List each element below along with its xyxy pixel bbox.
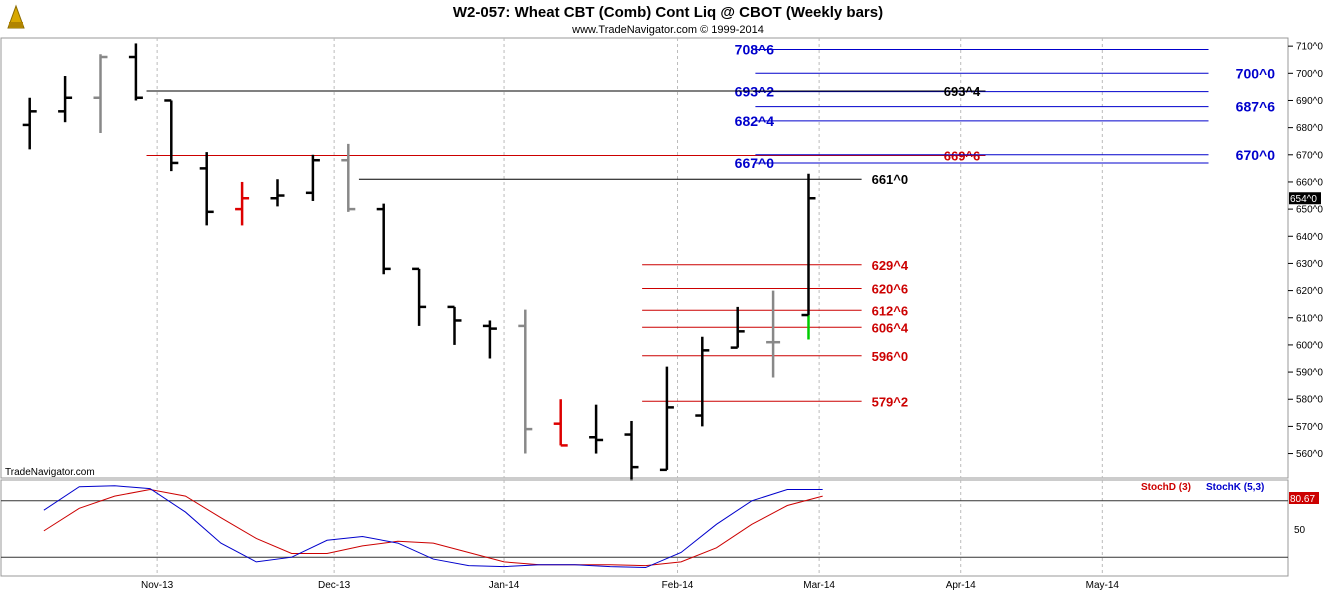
- stochastic-panel: StochD (3) StochK (5,3): [0, 479, 1289, 577]
- y-tick-label: 590^0: [1296, 368, 1323, 379]
- level-label: 693^2: [735, 84, 775, 100]
- price-bar: [235, 181, 250, 226]
- y-tick-label: 650^0: [1296, 205, 1323, 216]
- level-label: 661^0: [872, 172, 909, 187]
- price-bar: [589, 404, 604, 454]
- level-label: 579^2: [872, 394, 909, 409]
- price-bar: [553, 399, 568, 447]
- legend-stoch-k: StochK (5,3): [1206, 482, 1264, 493]
- y-tick-label: 710^0: [1296, 42, 1323, 53]
- x-tick-label: Dec-13: [318, 580, 351, 591]
- y-tick-label: 640^0: [1296, 232, 1323, 243]
- price-bar: [270, 179, 285, 207]
- level-label: 700^0: [1236, 65, 1276, 81]
- price-bar: [730, 306, 745, 349]
- stoch-last-badge: 80.67: [1289, 492, 1319, 505]
- level-label: 682^4: [735, 113, 775, 129]
- watermark: TradeNavigator.com: [5, 467, 95, 478]
- x-axis: Nov-13 Dec-13 Jan-14 Feb-14 Mar-14 Apr-14 May-…: [141, 580, 1119, 591]
- legend-stoch-d: StochD (3): [1141, 482, 1191, 493]
- stoch-last-label: 80.67: [1290, 494, 1315, 505]
- y-tick-label: 630^0: [1296, 259, 1323, 270]
- chart-subtitle: www.TradeNavigator.com © 1999-2014: [571, 24, 764, 36]
- level-label: 669^6: [944, 148, 981, 163]
- price-bar: [412, 267, 427, 326]
- x-tick-label: Nov-13: [141, 580, 174, 591]
- price-bar: [766, 290, 781, 378]
- price-bar: [58, 76, 73, 123]
- level-label: 708^6: [735, 42, 775, 58]
- level-label: 693^4: [944, 84, 981, 99]
- stoch-k-line: [43, 485, 823, 569]
- price-bar: [164, 99, 179, 172]
- price-bar: [695, 336, 710, 427]
- x-tick-label: Feb-14: [662, 580, 694, 591]
- y-tick-label: 580^0: [1296, 395, 1323, 406]
- x-tick-label: Mar-14: [803, 580, 835, 591]
- price-panel: 708^6 700^0 693^2 693^4 687^6 682^4 669^6 670^0…: [0, 37, 1289, 481]
- y-tick-label: 680^0: [1296, 123, 1323, 134]
- level-label: 620^6: [872, 282, 909, 297]
- y-tick-label: 600^0: [1296, 340, 1323, 351]
- level-label: 667^0: [735, 155, 775, 171]
- level-label: 596^0: [872, 349, 909, 364]
- y-tick-label: 620^0: [1296, 286, 1323, 297]
- price-bar: [199, 152, 214, 226]
- levels-layer: 708^6 700^0 693^2 693^4 687^6 682^4 669^6 670^0…: [146, 42, 1276, 409]
- stoch-tick-label: 50: [1294, 525, 1306, 536]
- price-bar: [22, 97, 37, 150]
- price-bar: [93, 54, 108, 134]
- last-price-badge: 654^0: [1289, 192, 1321, 205]
- logo-icon: [2, 2, 32, 32]
- y-tick-label: 660^0: [1296, 177, 1323, 188]
- price-bar: [128, 43, 143, 101]
- level-label: 612^6: [872, 303, 909, 318]
- price-grid: [156, 38, 1103, 478]
- bars-layer: [22, 43, 816, 481]
- price-bar: [341, 143, 356, 212]
- x-tick-label: Apr-14: [946, 580, 976, 591]
- stochastic-grid: [1, 480, 1288, 576]
- stoch-d-line: [43, 489, 823, 567]
- price-bar: [482, 320, 497, 359]
- chart-title: W2-057: Wheat CBT (Comb) Cont Liq @ CBOT…: [453, 4, 883, 21]
- price-bar: [376, 203, 391, 275]
- last-price-label: 654^0: [1290, 194, 1317, 205]
- price-bar: [518, 309, 533, 454]
- y-tick-label: 670^0: [1296, 150, 1323, 161]
- level-label: 629^4: [872, 258, 909, 273]
- x-tick-label: May-14: [1086, 580, 1120, 591]
- price-axis: 560^0 570^0 580^0 590^0 600^0 610^0 620^0 630^0…: [1288, 42, 1323, 460]
- y-tick-label: 570^0: [1296, 422, 1323, 433]
- price-bar: [305, 154, 320, 201]
- y-tick-label: 690^0: [1296, 96, 1323, 107]
- x-tick-label: Jan-14: [489, 580, 520, 591]
- price-bar: [801, 173, 816, 340]
- level-label: 606^4: [872, 320, 909, 335]
- price-bar: [624, 420, 639, 481]
- price-bar: [659, 366, 674, 472]
- level-label: 670^0: [1236, 147, 1276, 163]
- price-bar: [447, 305, 462, 345]
- y-tick-label: 700^0: [1296, 69, 1323, 80]
- y-tick-label: 560^0: [1296, 449, 1323, 460]
- y-tick-label: 610^0: [1296, 313, 1323, 324]
- level-label: 687^6: [1236, 99, 1276, 115]
